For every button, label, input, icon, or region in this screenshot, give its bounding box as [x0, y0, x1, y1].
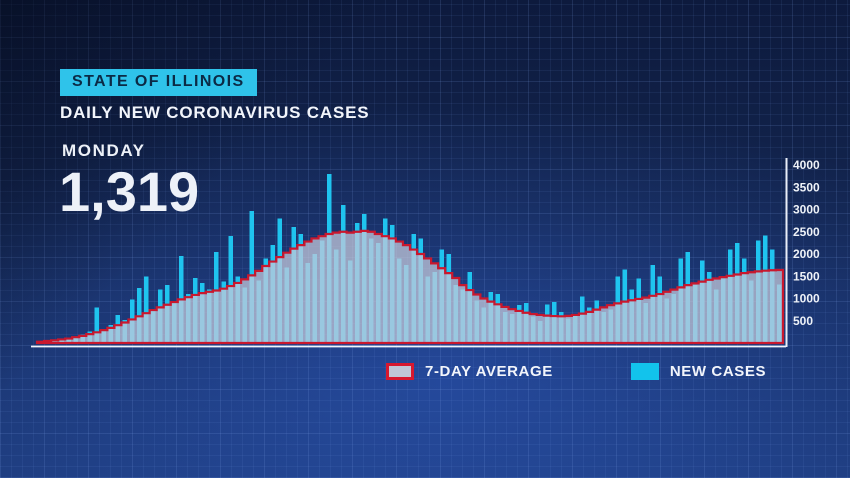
y-axis-tick-label: 4000: [793, 158, 820, 172]
legend-label-cases: NEW CASES: [669, 363, 767, 380]
latest-value: 1,319: [59, 160, 200, 223]
header: STATE OF ILLINOIS DAILY NEW CORONAVIRUS …: [60, 69, 369, 123]
seven-day-average-area: [35, 229, 785, 345]
average-swatch-icon: [386, 363, 414, 380]
y-axis-tick-label: 1000: [793, 292, 820, 306]
y-axis-tick-label: 1500: [793, 269, 820, 283]
daily-cases-bar: [143, 276, 149, 343]
chart-title: DAILY NEW CORONAVIRUS CASES: [60, 103, 370, 122]
legend-item-average: 7-DAY AVERAGE: [386, 363, 553, 380]
cases-swatch-icon: [630, 363, 659, 380]
y-axis-tick-label: 3000: [793, 203, 820, 217]
y-axis-tick-label: 2000: [793, 247, 820, 261]
daily-cases-bar: [94, 307, 100, 343]
latest-day-label: MONDAY: [62, 141, 146, 160]
chart-legend: 7-DAY AVERAGE NEW CASES: [386, 363, 766, 380]
legend-label-average: 7-DAY AVERAGE: [425, 363, 553, 380]
y-axis-tick-label: 2500: [793, 225, 820, 239]
latest-stat: MONDAY 1,319: [59, 141, 200, 223]
y-axis-tick-label: 3500: [793, 180, 820, 194]
region-badge: STATE OF ILLINOIS: [60, 69, 257, 96]
y-axis-tick-label: 500: [793, 314, 813, 328]
legend-item-cases: NEW CASES: [630, 363, 767, 380]
